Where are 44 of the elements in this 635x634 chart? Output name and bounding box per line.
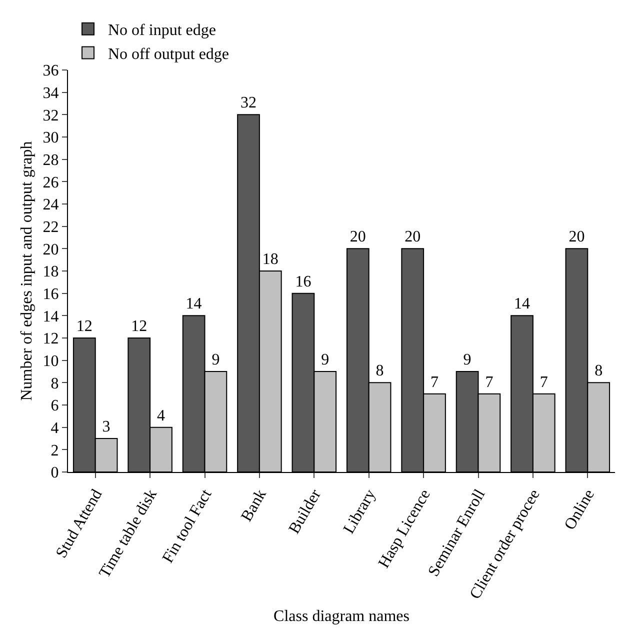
data-label: 14 bbox=[186, 296, 202, 313]
y-tick-label: 6 bbox=[50, 398, 59, 415]
y-tick-label: 8 bbox=[50, 375, 59, 392]
data-label: 20 bbox=[568, 228, 585, 246]
data-label: 20 bbox=[404, 228, 421, 246]
data-label: 12 bbox=[131, 318, 148, 335]
x-tick-label: Fin tool Fact bbox=[160, 486, 216, 566]
y-tick-label: 10 bbox=[42, 352, 59, 370]
y-tick-label: 32 bbox=[42, 107, 59, 124]
y-tick-label: 22 bbox=[42, 218, 59, 236]
y-tick-label: 0 bbox=[50, 464, 59, 482]
y-tick-label: 30 bbox=[42, 130, 59, 147]
data-label: 20 bbox=[350, 228, 366, 246]
data-label: 9 bbox=[463, 352, 472, 368]
data-label: 3 bbox=[102, 418, 110, 436]
data-label: 7 bbox=[430, 374, 438, 391]
y-tick-label: 18 bbox=[42, 264, 59, 281]
y-tick-label: 36 bbox=[42, 62, 59, 80]
data-label: 18 bbox=[262, 251, 278, 268]
y-tick-label: 2 bbox=[50, 442, 59, 460]
y-tick-label: 4 bbox=[50, 420, 59, 437]
data-label: 32 bbox=[240, 94, 257, 112]
data-label: 8 bbox=[376, 362, 384, 380]
y-tick-label: 28 bbox=[42, 152, 59, 169]
y-tick-label: 12 bbox=[42, 330, 59, 348]
data-label: 4 bbox=[156, 407, 165, 424]
y-tick-label: 16 bbox=[42, 286, 59, 303]
data-label: 9 bbox=[212, 352, 220, 368]
data-label: 7 bbox=[485, 374, 494, 391]
data-label: 16 bbox=[295, 273, 312, 290]
legend-label: No off output edge bbox=[108, 46, 230, 63]
y-tick-label: 14 bbox=[42, 308, 59, 326]
legend-label: No of input edge bbox=[108, 22, 216, 40]
x-axis-title: Class diagram names bbox=[274, 608, 410, 625]
y-tick-label: 20 bbox=[42, 241, 59, 258]
data-label: 7 bbox=[540, 374, 548, 391]
y-tick-label: 26 bbox=[42, 174, 59, 192]
y-axis-title: Number of edges input and output graph bbox=[18, 141, 36, 401]
data-label: 8 bbox=[594, 362, 603, 380]
y-tick-label: 34 bbox=[42, 84, 59, 102]
y-tick-label: 24 bbox=[42, 196, 59, 214]
data-label: 14 bbox=[514, 296, 530, 313]
data-label: 9 bbox=[321, 352, 330, 368]
data-label: 12 bbox=[76, 318, 92, 335]
